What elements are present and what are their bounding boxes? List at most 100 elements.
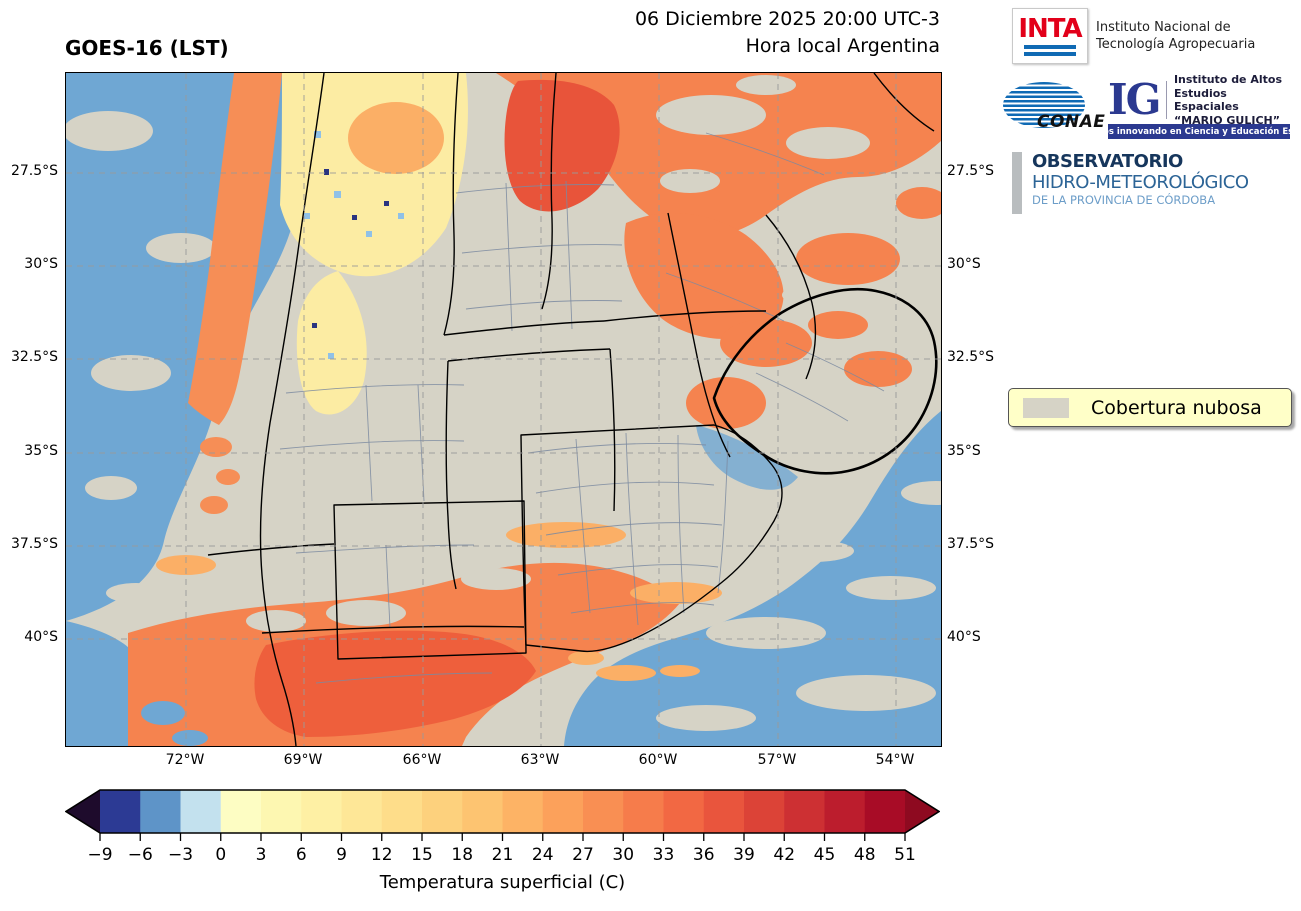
lat-tick-label: 37.5°S: [947, 536, 995, 552]
southern-cloud-gaps: [246, 568, 531, 632]
colorbar-tick-label: 30: [612, 845, 635, 865]
lst-map: [65, 72, 942, 747]
lon-tick-label: 69°W: [283, 752, 323, 768]
gulich-logo: IG Instituto de Altos Estudios Espaciale…: [1108, 73, 1290, 127]
lst-map-canvas: [66, 73, 941, 746]
colorbar-segment: [784, 790, 826, 833]
colorbar-segment: [301, 790, 343, 833]
lat-tick-label: 27.5°S: [10, 163, 58, 179]
andes-warm-patches: [200, 437, 240, 514]
northwest-warm-patch: [348, 102, 444, 174]
colorbar-tick-label: −9: [87, 845, 113, 865]
northeast-warm-patches: [624, 187, 941, 429]
lon-tick-label: 54°W: [875, 752, 915, 768]
observatorio-line1: OBSERVATORIO: [1032, 151, 1183, 172]
colorbar-tick-label: 12: [370, 845, 393, 865]
gulich-logo-acronym: IG: [1108, 75, 1161, 124]
colorbar-tick-label: 33: [652, 845, 675, 865]
colorbar-tick-label: −3: [167, 845, 194, 865]
datetime-line2: Hora local Argentina: [745, 35, 940, 57]
southern-hot-core: [254, 630, 536, 737]
colorbar-tick-label: 18: [451, 845, 474, 865]
southwest-cold-region: [66, 621, 141, 746]
lat-tick-label: 37.5°S: [10, 536, 58, 552]
colorbar-tick-label: 15: [411, 845, 433, 865]
colorbar-tick-label: 42: [773, 845, 796, 865]
lon-tick-label: 72°W: [165, 752, 205, 768]
lon-tick-label: 57°W: [757, 752, 797, 768]
colorbar-over-arrow: [905, 790, 939, 833]
lat-tick-label: 32.5°S: [10, 349, 58, 365]
colorbar-segment: [381, 790, 423, 833]
southern-warm-patches: [156, 522, 722, 681]
northeast-hot-core: [504, 79, 620, 212]
southern-cold-patches: [141, 701, 208, 746]
lat-tick-label: 40°S: [947, 629, 981, 645]
lat-tick-label: 40°S: [24, 629, 58, 645]
conae-logo-acronym: CONAE: [1037, 112, 1106, 132]
colorbar-tick-label: 36: [692, 845, 715, 865]
cloud-cover-label: Cobertura nubosa: [1091, 396, 1262, 419]
cloud-cover-legend: Cobertura nubosa: [1008, 388, 1292, 427]
lat-tick-label: 35°S: [24, 443, 58, 459]
andes-warm-band: [188, 73, 282, 425]
graticule-gridlines: [66, 73, 941, 746]
conae-globe-icon: [1003, 82, 1085, 128]
lon-tick-label: 63°W: [520, 752, 560, 768]
colorbar-segment: [100, 790, 141, 833]
colorbar-segment: [864, 790, 906, 833]
colorbar-tick-label: 27: [572, 845, 594, 865]
lat-tick-label: 32.5°S: [947, 349, 995, 365]
northwest-cold-specks: [304, 131, 404, 359]
rio-de-la-plata: [696, 425, 798, 490]
colorbar-segment: [220, 790, 262, 833]
inta-logo: INTA: [1012, 8, 1088, 64]
colorbar-tick-label: 24: [531, 845, 554, 865]
colorbar-segment: [744, 790, 785, 833]
colorbar-segment: [462, 790, 504, 833]
colorbar-segment: [261, 790, 302, 833]
colorbar-segment: [180, 790, 222, 833]
colorbar-under-arrow: [66, 790, 100, 833]
province-boundaries: [207, 73, 938, 746]
colorbar-tick-label: 3: [255, 845, 267, 865]
ocean-cloud-patches: [66, 111, 941, 731]
colorbar-tick-label: 51: [894, 845, 916, 865]
colorbar-tick-label: −6: [127, 845, 153, 865]
colorbar-segment: [623, 790, 665, 833]
gulich-banner: 20 años innovando en Ciencia y Educación…: [1076, 124, 1301, 139]
colorbar-tick-label: 45: [813, 845, 836, 865]
colorbar-tick-label: 9: [336, 845, 347, 865]
department-boundaries: [279, 132, 885, 684]
northwest-valley-region: [296, 271, 367, 415]
page-title: GOES-16 (LST): [65, 36, 229, 60]
inta-logo-bar: [1024, 45, 1076, 49]
observatorio-logo-bar: [1012, 152, 1022, 214]
gulich-logo-divider: [1165, 81, 1167, 119]
uruguay-border: [712, 287, 938, 475]
inta-logo-bar: [1024, 52, 1076, 56]
lon-tick-label: 60°W: [638, 752, 678, 768]
colorbar-segment: [542, 790, 584, 833]
colorbar-segment: [422, 790, 463, 833]
observatorio-line2: HIDRO-METEOROLÓGICO: [1032, 172, 1249, 193]
colorbar-tick-label: 6: [295, 845, 307, 865]
colorbar-segment: [502, 790, 544, 833]
colorbar-tick-label: 0: [215, 845, 227, 865]
observatorio-line3: DE LA PROVINCIA DE CÓRDOBA: [1032, 193, 1216, 207]
colorbar-segment: [583, 790, 624, 833]
colorbar-segment: [341, 790, 383, 833]
conae-logo: CONAE: [1003, 80, 1106, 132]
observatorio-logo: OBSERVATORIO HIDRO-METEOROLÓGICO DE LA P…: [1012, 152, 1249, 214]
colorbar-axis-label: Temperatura superficial (C): [379, 872, 626, 893]
colorbar-tick-label: 48: [853, 845, 876, 865]
lon-tick-label: 66°W: [402, 752, 442, 768]
colorbar-segment: [663, 790, 705, 833]
inta-logo-acronym: INTA: [1018, 14, 1082, 44]
datetime-title: 06 Diciembre 2025 20:00 UTC-3 Hora local…: [635, 6, 940, 60]
colorbar-tick-labels: −9 −6 −3 0 3 6 9 12 15 18 21 24 27 30 33 36 39 42 45 48 51: [65, 845, 940, 867]
northeast-cloud-gaps: [656, 75, 870, 305]
gulich-name: Instituto de Altos Estudios Espaciales “…: [1173, 73, 1282, 127]
colorbar-segment: [703, 790, 745, 833]
datetime-line1: 06 Diciembre 2025 20:00 UTC-3: [634, 8, 940, 30]
